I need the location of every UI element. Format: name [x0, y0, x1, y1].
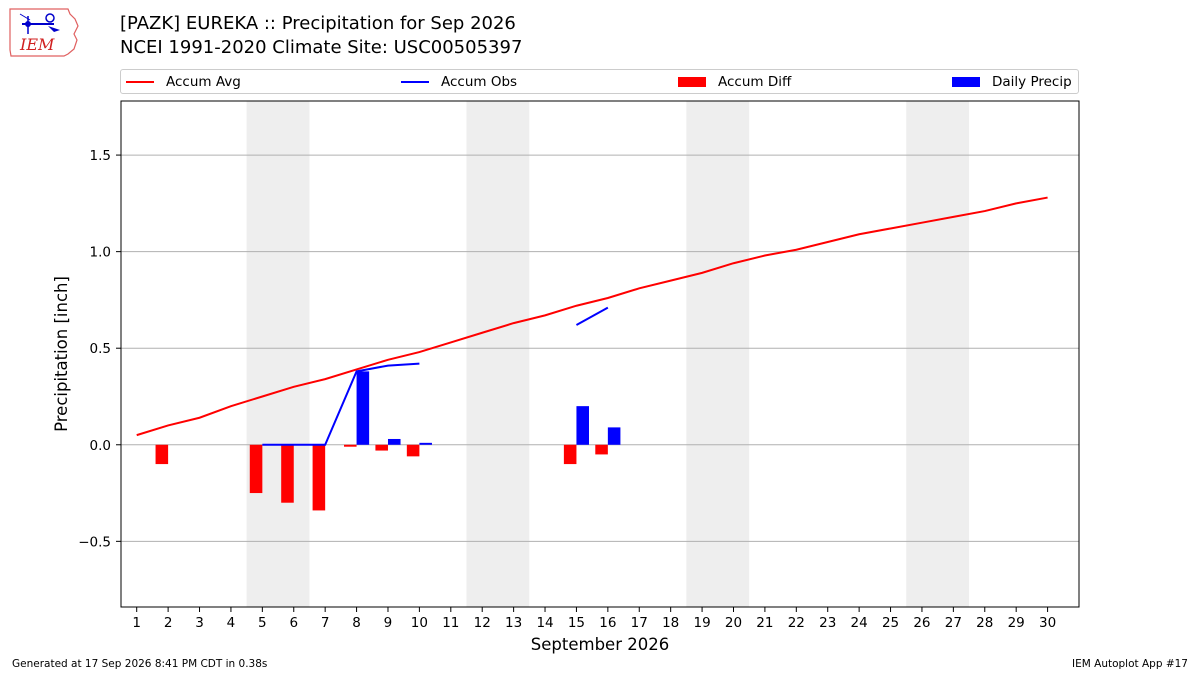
legend-item-daily-precip: Daily Precip — [952, 70, 1072, 93]
accum-obs-line — [575, 306, 609, 326]
x-tick-label: 17 — [631, 615, 648, 631]
x-tick-label: 20 — [725, 615, 742, 631]
x-tick-label: 1 — [132, 615, 141, 631]
legend-item-accum-avg: Accum Avg — [126, 70, 241, 93]
x-axis-label: September 2026 — [531, 635, 669, 654]
legend-item-accum-diff: Accum Diff — [678, 70, 791, 93]
x-tick-label: 5 — [258, 615, 267, 631]
iem-iowa-logo-icon — [9, 8, 79, 57]
title-line-2: NCEI 1991-2020 Climate Site: USC00505397 — [120, 37, 523, 58]
weekend-band — [466, 101, 530, 607]
x-tick-label: 19 — [693, 615, 710, 631]
title-line-1: [PAZK] EUREKA :: Precipitation for Sep 2… — [120, 13, 516, 34]
weekend-band — [686, 101, 750, 607]
x-tick-label: 21 — [756, 615, 773, 631]
x-tick-label: 12 — [474, 615, 491, 631]
legend-label: Accum Diff — [718, 73, 792, 90]
x-tick-label: 28 — [976, 615, 993, 631]
x-tick-label: 23 — [819, 615, 836, 631]
y-tick-label: 1.0 — [90, 245, 111, 261]
legend-swatch — [678, 76, 706, 87]
logo-text: IEM — [19, 35, 55, 54]
x-tick-label: 22 — [788, 615, 805, 631]
footer-generated: Generated at 17 Sep 2026 8:41 PM CDT in … — [12, 658, 268, 670]
weekend-band — [906, 101, 970, 607]
accum-diff-bar — [155, 444, 169, 465]
legend-label: Daily Precip — [992, 73, 1072, 90]
y-tick-label: 0.5 — [90, 341, 111, 357]
x-tick-label: 9 — [384, 615, 393, 631]
legend-label: Accum Obs — [441, 73, 518, 90]
x-tick-label: 7 — [321, 615, 330, 631]
x-tick-label: 18 — [662, 615, 679, 631]
x-tick-label: 16 — [599, 615, 616, 631]
legend-label: Accum Avg — [166, 73, 241, 90]
legend-swatch — [401, 80, 429, 83]
accum-diff-bar — [312, 444, 326, 511]
x-tick-label: 29 — [1008, 615, 1025, 631]
accum-diff-bar — [281, 444, 294, 503]
legend-swatch — [126, 80, 154, 83]
weekend-band — [246, 101, 310, 607]
daily-precip-bar — [576, 406, 590, 445]
footer-app: IEM Autoplot App #17 — [1072, 658, 1188, 670]
x-tick-label: 15 — [568, 615, 585, 631]
accum-avg-line — [136, 196, 1048, 437]
accum-diff-bar — [249, 444, 263, 494]
x-tick-label: 14 — [536, 615, 553, 631]
legend: Accum Avg Accum Obs Accum Diff Daily Pre… — [120, 69, 1079, 94]
x-tick-label: 25 — [882, 615, 899, 631]
x-tick-label: 2 — [164, 615, 173, 631]
y-tick-label: 0.0 — [90, 438, 111, 454]
accum-diff-bar — [563, 444, 577, 465]
legend-swatch — [952, 76, 980, 87]
y-tick-label: −0.5 — [78, 534, 111, 550]
x-tick-label: 13 — [505, 615, 522, 631]
iem-logo: IEM — [9, 8, 79, 57]
y-axis-label: Precipitation [inch] — [52, 276, 71, 432]
x-tick-label: 8 — [352, 615, 361, 631]
plot-area — [121, 101, 1079, 607]
accum-diff-bar — [406, 444, 420, 457]
x-tick-label: 27 — [945, 615, 962, 631]
daily-precip-bar — [419, 442, 432, 445]
x-tick-label: 6 — [289, 615, 298, 631]
accum-diff-bar — [595, 444, 608, 455]
x-tick-label: 4 — [227, 615, 236, 631]
accum-diff-bar — [375, 444, 388, 451]
y-tick-label: 1.5 — [90, 148, 111, 164]
legend-item-accum-obs: Accum Obs — [401, 70, 517, 93]
x-tick-label: 10 — [411, 615, 428, 631]
x-tick-label: 30 — [1039, 615, 1056, 631]
accum-obs-line — [262, 362, 420, 446]
daily-precip-bar — [387, 438, 401, 445]
x-tick-label: 11 — [442, 615, 459, 631]
x-tick-label: 24 — [851, 615, 868, 631]
plot-frame — [120, 100, 1080, 608]
x-tick-label: 26 — [913, 615, 930, 631]
daily-precip-bar — [356, 371, 370, 445]
chart-title: [PAZK] EUREKA :: Precipitation for Sep 2… — [120, 12, 522, 60]
x-tick-label: 3 — [195, 615, 204, 631]
accum-diff-bar — [344, 444, 357, 447]
daily-precip-bar — [607, 427, 621, 445]
